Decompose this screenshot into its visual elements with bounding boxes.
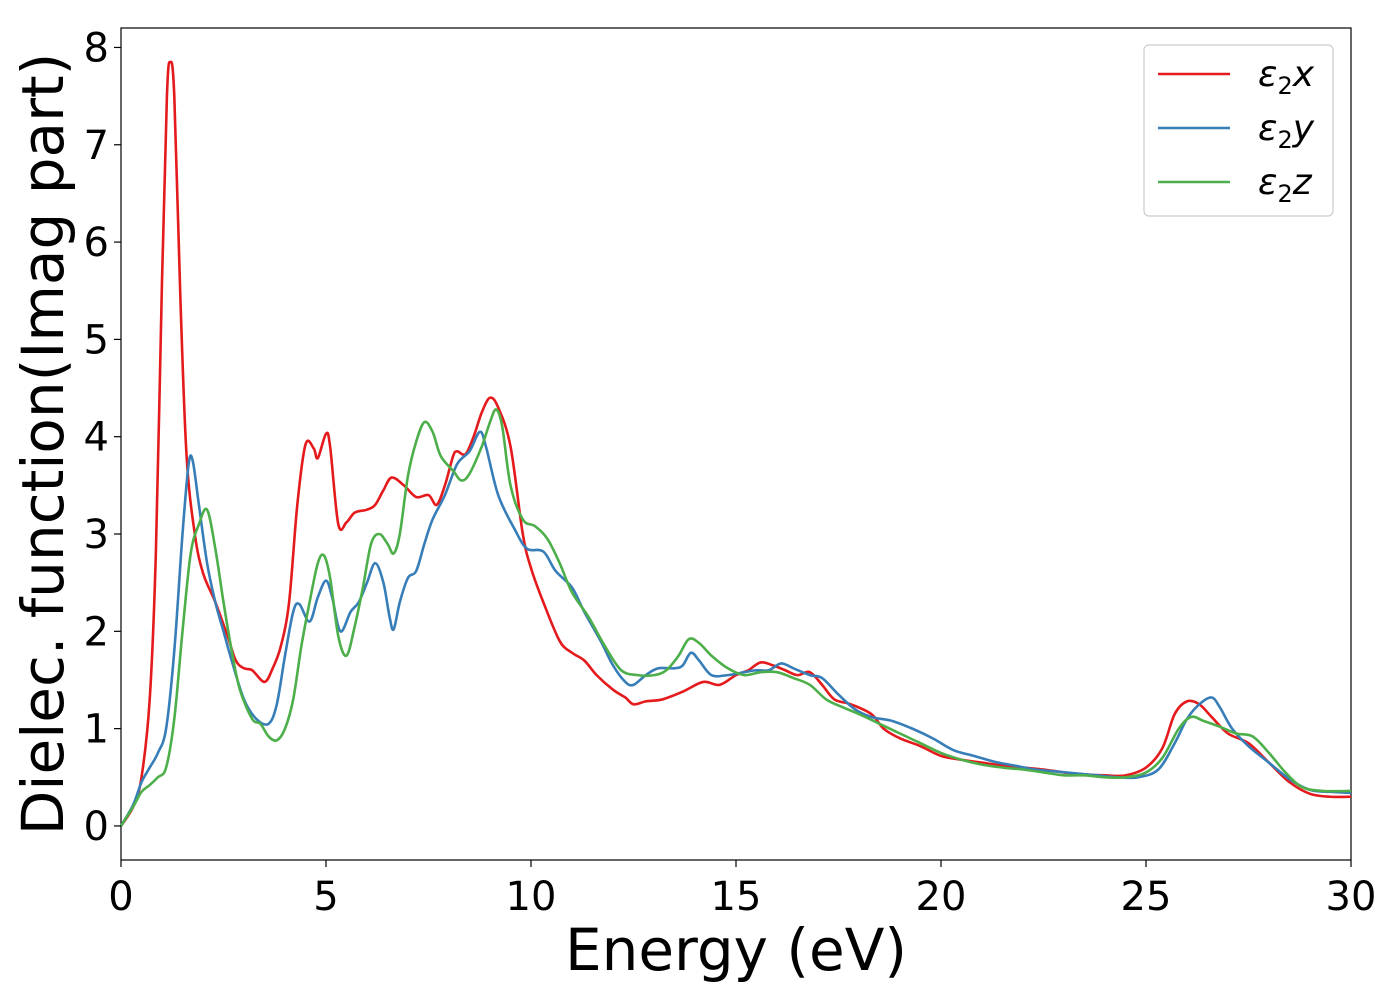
y-tick-label: 5 bbox=[84, 317, 109, 363]
x-tick-label: 15 bbox=[711, 874, 762, 920]
y-tick-label: 3 bbox=[84, 512, 109, 558]
legend: ε2x ε2y ε2z bbox=[1143, 44, 1334, 217]
x-tick-label: 25 bbox=[1121, 874, 1172, 920]
y-tick-label: 0 bbox=[84, 804, 109, 850]
x-axis-label: Energy (eV) bbox=[565, 916, 907, 984]
y-axis: 0 1 2 3 4 5 6 7 8 bbox=[84, 25, 121, 850]
y-tick-label: 1 bbox=[84, 707, 109, 753]
series-layer bbox=[119, 60, 1352, 827]
series-line-3 bbox=[119, 408, 1352, 827]
x-tick-label: 0 bbox=[108, 874, 133, 920]
x-tick-label: 20 bbox=[916, 874, 967, 920]
y-tick-label: 7 bbox=[84, 123, 109, 169]
y-axis-label: Dielec. function(Imag part) bbox=[9, 53, 77, 836]
legend-label: ε2x bbox=[1258, 54, 1315, 100]
legend-label: ε2y bbox=[1258, 108, 1315, 154]
y-tick-label: 2 bbox=[84, 609, 109, 655]
legend-label: ε2z bbox=[1258, 162, 1313, 208]
legend-box bbox=[1143, 44, 1334, 217]
x-tick-label: 10 bbox=[506, 874, 557, 920]
x-tick-label: 5 bbox=[313, 874, 338, 920]
legend-items: ε2x ε2y ε2z bbox=[1158, 54, 1315, 208]
y-tick-label: 4 bbox=[84, 415, 109, 461]
y-tick-label: 6 bbox=[84, 220, 109, 266]
x-axis: 0 5 10 15 20 25 30 bbox=[108, 860, 1376, 920]
y-tick-label: 8 bbox=[84, 25, 109, 71]
x-tick-label: 30 bbox=[1326, 874, 1377, 920]
